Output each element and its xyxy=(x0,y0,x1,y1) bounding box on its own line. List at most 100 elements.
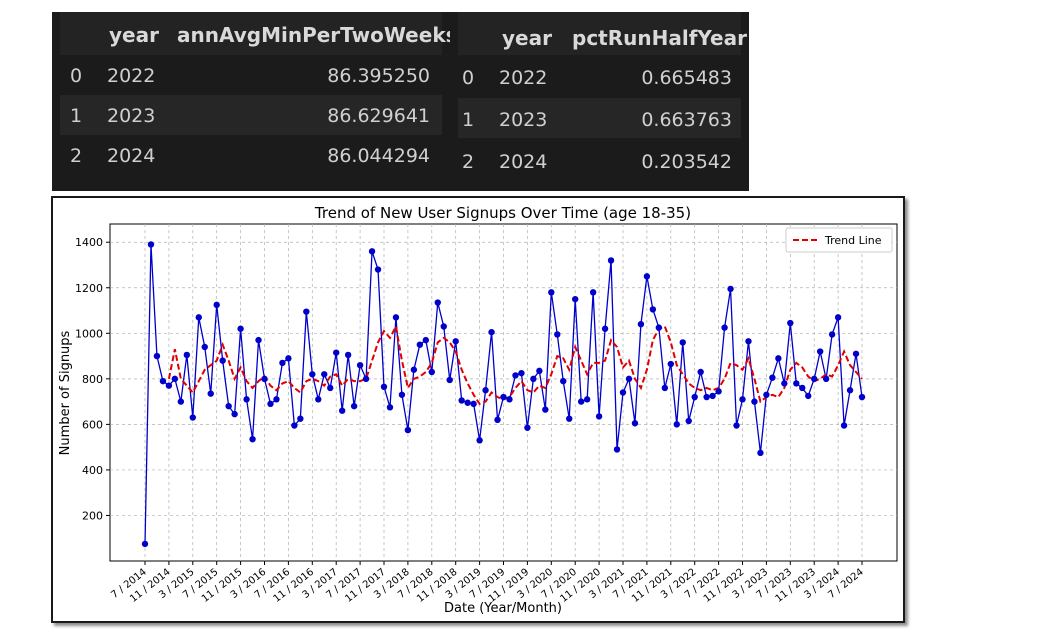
column-header-year: year xyxy=(109,23,159,47)
signups-data-point xyxy=(303,308,310,315)
column-header-value: annAvgMinPerTwoWeeks xyxy=(177,23,458,47)
signups-data-point xyxy=(858,393,866,401)
signups-data-point xyxy=(751,398,758,405)
signups-data-point xyxy=(595,413,603,420)
signups-data-point xyxy=(769,374,776,381)
signups-data-point xyxy=(470,400,477,408)
signups-data-point xyxy=(380,383,388,391)
signups-data-point xyxy=(350,402,358,410)
signups-data-point xyxy=(805,392,812,400)
signups-data-point xyxy=(757,449,764,457)
signups-data-point xyxy=(577,398,585,405)
signups-data-point xyxy=(231,410,238,418)
signups-data-point xyxy=(601,325,609,332)
y-tick-label: 200 xyxy=(82,509,103,522)
signups-data-point xyxy=(589,289,597,296)
y-tick-label: 1400 xyxy=(75,236,103,249)
signups-data-point xyxy=(548,289,555,296)
signups-data-point xyxy=(763,391,770,398)
signups-data-point xyxy=(846,387,854,394)
chart-panel: 200 400 600 800 1000 1200 1400 7 / 2014 11 / 20… xyxy=(51,196,905,623)
row-year: 2024 xyxy=(499,151,548,173)
row-index: 2 xyxy=(70,145,83,167)
signups-data-point xyxy=(458,397,465,404)
signups-data-point xyxy=(649,306,657,313)
row-value: 86.044294 xyxy=(327,145,430,167)
signups-data-point xyxy=(542,406,549,413)
signups-data-point xyxy=(386,404,394,411)
signups-data-point xyxy=(464,399,471,406)
table-row-stripe xyxy=(60,95,442,135)
row-year: 2023 xyxy=(107,105,156,127)
signups-data-point xyxy=(518,369,525,377)
signups-data-point xyxy=(715,388,722,395)
signups-data-point xyxy=(512,372,519,379)
signups-data-point xyxy=(452,338,459,345)
signups-data-point xyxy=(255,336,262,344)
dataframe-table-1: year annAvgMinPerTwoWeeks 0 2022 86.3952… xyxy=(52,12,458,191)
signups-data-point xyxy=(237,325,244,332)
legend-label-trend-line: Trend Line xyxy=(824,234,882,247)
row-index: 2 xyxy=(462,151,475,173)
signups-data-point xyxy=(613,446,621,453)
signups-data-point xyxy=(422,336,430,344)
signups-data-point xyxy=(643,273,651,280)
signups-data-point xyxy=(822,375,830,383)
signups-data-point xyxy=(261,375,268,383)
signups-data-point xyxy=(619,389,627,396)
row-value: 0.665483 xyxy=(641,67,732,89)
legend-box xyxy=(785,227,893,253)
signups-data-point xyxy=(374,266,382,273)
signups-data-point xyxy=(787,319,794,327)
signups-data-point xyxy=(655,324,663,331)
signups-data-point xyxy=(177,398,185,405)
row-value: 86.629641 xyxy=(327,105,430,127)
signups-data-point xyxy=(428,368,435,376)
row-index: 0 xyxy=(70,65,83,87)
signups-data-point xyxy=(165,382,173,389)
signups-data-point xyxy=(153,352,161,360)
row-year: 2024 xyxy=(107,145,156,167)
row-index: 0 xyxy=(462,67,475,89)
signups-data-point xyxy=(213,301,220,309)
row-value: 86.395250 xyxy=(327,65,430,87)
signups-data-point xyxy=(141,540,149,548)
signups-data-point xyxy=(506,396,513,403)
row-value: 0.203542 xyxy=(641,151,732,173)
signups-data-point xyxy=(667,360,674,368)
signups-data-point xyxy=(267,400,274,408)
signups-data-point xyxy=(709,392,716,400)
signups-data-point xyxy=(733,422,740,429)
signups-data-point xyxy=(225,402,232,410)
signups-data-point xyxy=(691,393,698,401)
signups-data-point xyxy=(291,422,298,429)
x-axis-label: Date (Year/Month) xyxy=(444,601,562,616)
signups-data-point xyxy=(661,384,669,392)
signups-data-point xyxy=(338,407,346,414)
signups-data-point xyxy=(147,241,155,248)
signups-data-point xyxy=(398,391,406,398)
row-year: 2023 xyxy=(499,109,548,131)
signups-data-point xyxy=(285,355,292,362)
signups-data-point xyxy=(488,328,495,336)
signups-data-point xyxy=(321,371,328,378)
signups-data-point xyxy=(273,396,280,403)
signups-data-point xyxy=(183,351,191,359)
signups-data-point xyxy=(840,422,848,429)
signups-data-point xyxy=(727,285,734,293)
signups-data-point xyxy=(673,421,680,428)
row-value: 0.663763 xyxy=(641,109,732,131)
signups-data-point xyxy=(775,355,782,362)
signups-data-point xyxy=(566,415,573,422)
signups-data-point xyxy=(356,361,364,369)
y-tick-label: 1000 xyxy=(75,327,103,340)
signups-data-point xyxy=(404,426,412,434)
signups-data-point xyxy=(207,390,214,397)
signups-data-point xyxy=(572,295,579,303)
y-tick-label: 400 xyxy=(82,464,103,477)
chart-title: Trend of New User Signups Over Time (age… xyxy=(314,204,691,222)
signups-data-point xyxy=(721,324,728,331)
column-header-value: pctRunHalfYear xyxy=(572,26,747,50)
signups-data-point xyxy=(703,393,710,401)
